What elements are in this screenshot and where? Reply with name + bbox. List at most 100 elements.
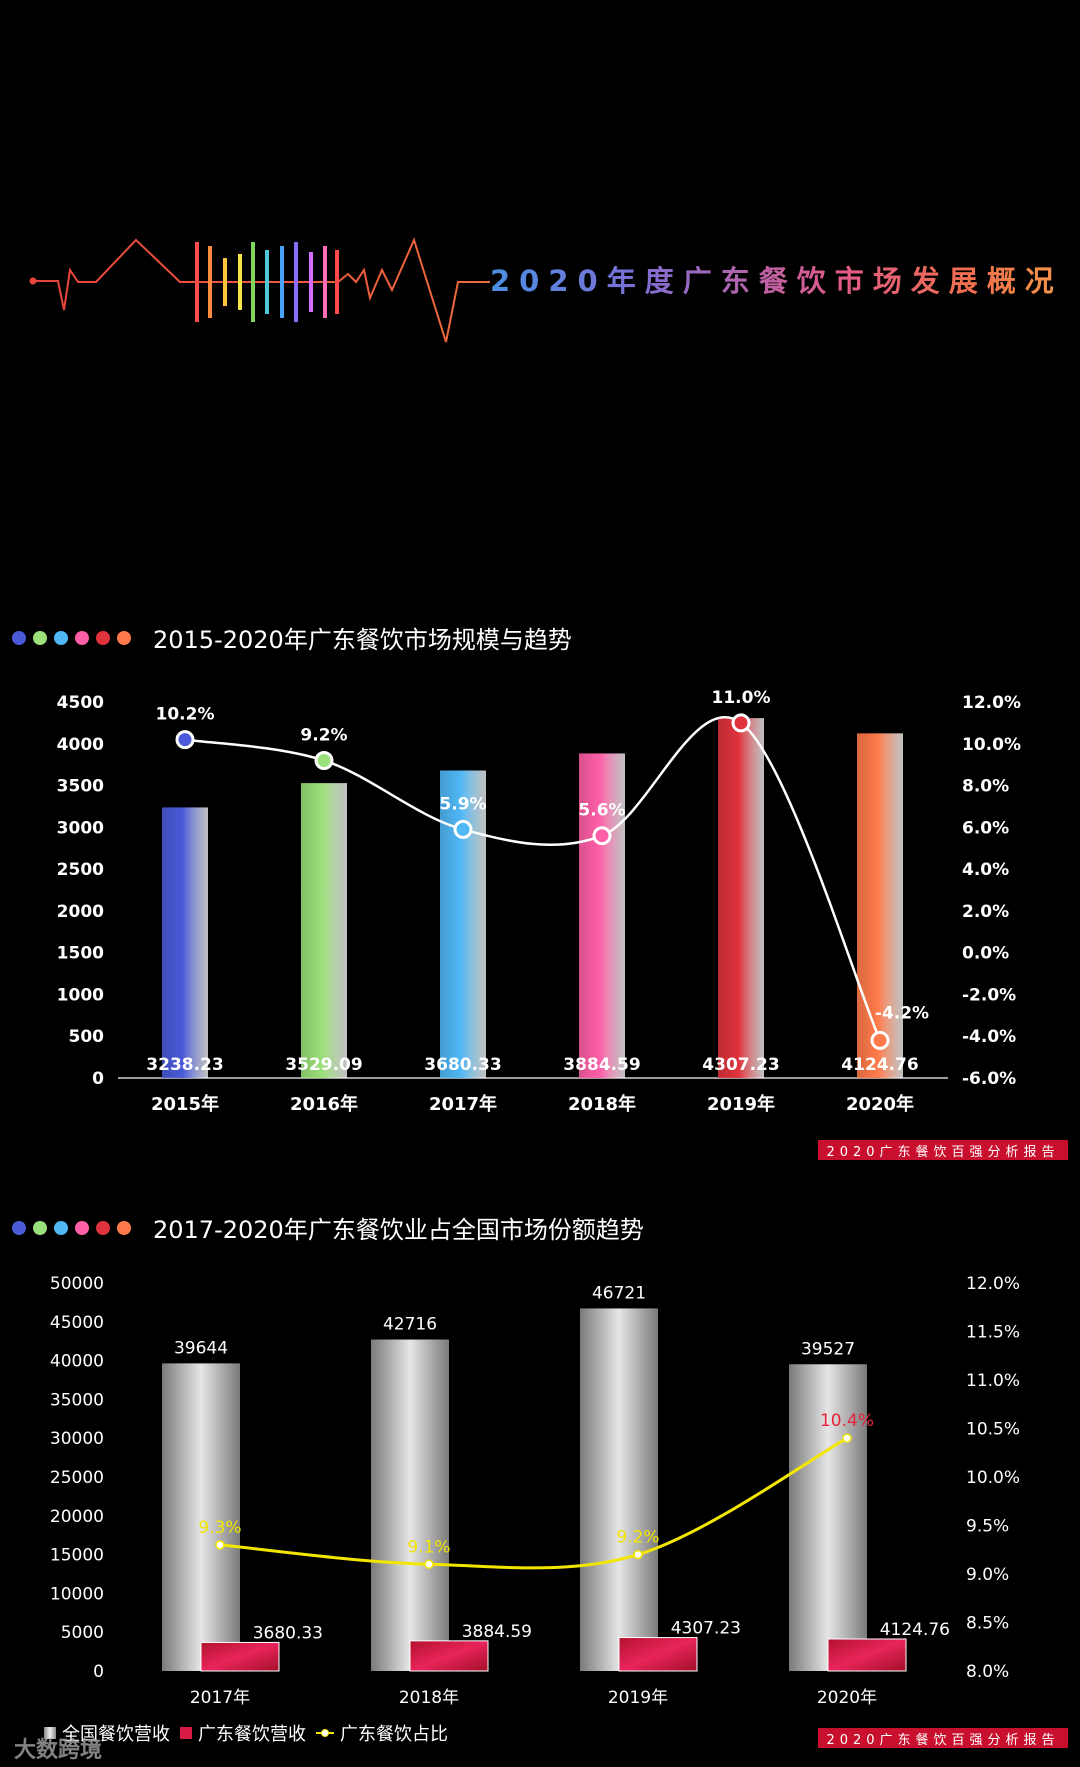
right-tick-label: 2.0% [962,902,1009,922]
bar [857,733,903,1078]
right-tick-label: 4.0% [962,860,1009,880]
growth-line [184,715,882,1041]
left-tick-label: 45000 [50,1313,104,1333]
right-tick-label: -4.0% [962,1027,1016,1047]
national-value-label: 46721 [592,1283,646,1303]
growth-point [592,826,612,846]
right-tick-label: 8.0% [966,1662,1009,1682]
national-bar [162,1363,240,1671]
left-tick-label: 10000 [50,1584,104,1604]
market-share-chart: 0 5000 10000 15000 20000 25000 30000 35000 40000… [50,1274,1020,1708]
header-dot [117,630,131,645]
bar-value-label: 3884.59 [563,1055,640,1075]
left-tick-label: 35000 [50,1390,104,1410]
guangdong-value-label: 4307.23 [671,1619,741,1639]
header-dot [33,1220,47,1235]
header-dot [12,630,26,645]
header-dot [117,1220,131,1235]
pulse-line [33,237,490,343]
left-tick-label: 50000 [50,1274,104,1294]
guangdong-bar [200,1641,280,1672]
section2-dots [12,1220,131,1235]
header-dot [12,1220,26,1235]
left-tick-label: 1000 [57,985,104,1005]
legend-guangdong-swatch [180,1727,192,1739]
guangdong-bar [409,1640,489,1672]
header-dot [33,630,47,645]
right-tick-label: 11.0% [966,1371,1020,1391]
legend-guangdong-label: 广东餐饮营收 [198,1724,306,1745]
section1-dots [12,630,131,645]
legend-national-label: 全国餐饮营收 [62,1724,170,1745]
growth-point [731,713,751,733]
section1-report-tag: 2020广东餐饮百强分析报告 [818,1140,1068,1160]
bar-value-label: 3680.33 [424,1055,501,1075]
guangdong-bar [827,1638,907,1672]
guangdong-value-label: 3884.59 [462,1622,532,1642]
left-tick-label: 2500 [57,860,104,880]
left-tick-label: 1500 [57,944,104,964]
header-dot [54,630,68,645]
header-dot [96,1220,110,1235]
right-tick-label: 11.5% [966,1323,1020,1343]
right-tick-label: 12.0% [966,1274,1020,1294]
share-label: 9.2% [616,1528,659,1548]
growth-label: 9.2% [300,725,347,745]
growth-label: 5.6% [578,801,625,821]
national-bar [580,1308,658,1671]
bar [718,718,764,1078]
right-tick-label: 8.0% [962,777,1009,797]
growth-point [453,819,473,839]
left-tick-label: 0 [93,1662,104,1682]
right-tick-label: 9.0% [966,1565,1009,1585]
category-label: 2019年 [707,1093,775,1115]
left-tick-label: 4000 [57,735,104,755]
left-tick-label: 25000 [50,1468,104,1488]
left-tick-label: 30000 [50,1429,104,1449]
share-label: 9.1% [407,1537,450,1557]
share-label: 9.3% [198,1518,241,1538]
bar [440,770,486,1078]
legend-national-swatch [44,1727,56,1739]
header-dot [75,1220,89,1235]
left-tick-label: 4500 [57,693,104,713]
left-tick-label: 40000 [50,1352,104,1372]
guangdong-bar [618,1637,698,1672]
right-tick-label: -2.0% [962,985,1016,1005]
left-tick-label: 2000 [57,902,104,922]
national-bar [371,1339,449,1671]
left-tick-label: 0 [92,1069,104,1089]
header-decoration [29,237,490,343]
bar [301,783,347,1078]
market-scale-chart: 0 500 1000 1500 2000 2500 3000 3500 4000 4500 -6.0… [57,688,1021,1115]
share-point [424,1559,434,1570]
header-dot [54,1220,68,1235]
national-value-label: 39644 [174,1338,228,1358]
category-label: 2020年 [846,1093,914,1115]
growth-point [314,750,334,770]
share-point [842,1433,852,1443]
category-label: 2020年 [817,1688,877,1708]
section1-title: 2015-2020年广东餐饮市场规模与趋势 [153,626,572,654]
guangdong-value-label: 3680.33 [253,1623,323,1643]
right-tick-label: 0.0% [962,944,1009,964]
national-value-label: 42716 [383,1315,437,1335]
national-bar [789,1364,867,1671]
right-tick-label: 6.0% [962,818,1009,838]
right-tick-label: 10.5% [966,1420,1020,1440]
left-tick-label: 3000 [57,818,104,838]
left-tick-label: 3500 [57,777,104,797]
left-tick-label: 15000 [50,1546,104,1566]
legend-national: 全国餐饮营收 [44,1720,170,1746]
legend-share-label: 广东餐饮占比 [340,1724,448,1745]
right-tick-label: -6.0% [962,1069,1016,1089]
share-point [633,1549,643,1560]
right-tick-label: 10.0% [962,735,1021,755]
chart2-legend: 全国餐饮营收 广东餐饮营收 广东餐饮占比 [44,1720,458,1746]
growth-point [870,1030,890,1050]
right-tick-label: 8.5% [966,1614,1009,1634]
legend-share-line-icon [316,1727,334,1739]
header-dot [75,630,89,645]
bar-value-label: 4124.76 [841,1055,918,1075]
share-label: 10.4% [820,1411,874,1431]
